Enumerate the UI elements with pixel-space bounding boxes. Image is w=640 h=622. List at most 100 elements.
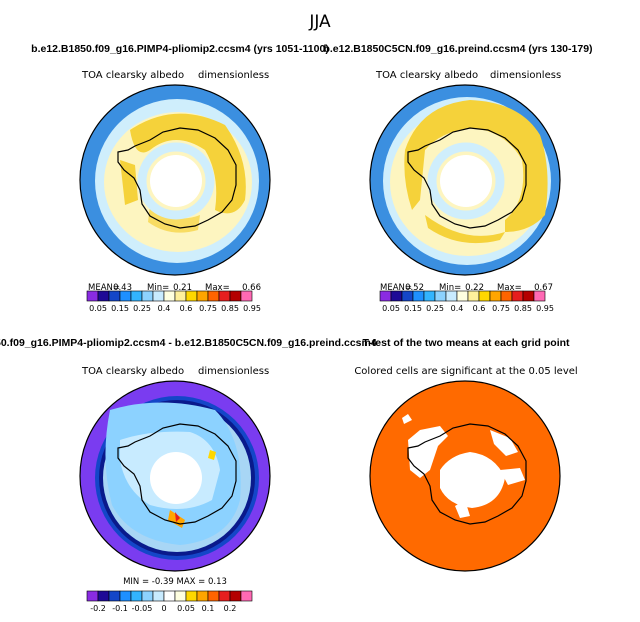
panel-2-colorbar-tick-label: 0.05	[382, 304, 400, 313]
panel-3-colorbar-swatch	[108, 590, 121, 602]
page-title: JJA	[308, 12, 331, 32]
panel-1-colorbar-tick-label: 0.95	[243, 304, 261, 313]
panel-1-colorbar: 0.05 0.15 0.25 0.4 0.6 0.75 0.85 0.95	[86, 290, 261, 313]
panel-2-mean-label: MEAN=	[380, 283, 412, 293]
panel-1-max-value: 0.66	[242, 283, 261, 293]
panel-2-colorbar-swatch	[522, 290, 535, 302]
panel-2-variable-label: TOA clearsky albedo	[375, 70, 478, 81]
panel-2-colorbar-tick-label: 0.95	[536, 304, 554, 313]
panel-2-colorbar-tick-label: 0.85	[514, 304, 532, 313]
panel-1-colorbar-swatch	[196, 290, 209, 302]
panel-1-colorbar-swatch	[86, 290, 99, 302]
panel-3-colorbar-swatch	[152, 590, 165, 602]
panel-3-colorbar-swatch	[163, 590, 176, 602]
panel-3-colorbar-swatch	[196, 590, 209, 602]
panel-1-colorbar-tick-label: 0.6	[180, 304, 193, 313]
panel-2-max-value: 0.67	[534, 283, 553, 293]
panel-3-colorbar-swatch	[218, 590, 231, 602]
panel-1-colorbar-tick-label: 0.05	[89, 304, 107, 313]
panel-2-map	[369, 84, 561, 276]
panel-1-colorbar-swatch	[141, 290, 154, 302]
panel-3-colorbar-swatch	[174, 590, 187, 602]
panel-1-colorbar-swatch	[229, 290, 242, 302]
panel-1-colorbar-swatch	[97, 290, 110, 302]
panel-2-antarctica-coastline	[407, 127, 527, 229]
panel-1-min-value: 0.21	[173, 283, 192, 293]
panel-2-colorbar-swatch	[445, 290, 458, 302]
panel-2-colorbar-swatch	[423, 290, 436, 302]
panel-2-min-label: Min=	[439, 283, 461, 293]
panel-1-colorbar-swatch	[163, 290, 176, 302]
panel-1-units-label: dimensionless	[198, 70, 269, 81]
panel-1-colorbar-tick-label: 0.15	[111, 304, 129, 313]
panel-2-colorbar-swatch	[379, 290, 392, 302]
panel-1-mean-label: MEAN=	[88, 283, 120, 293]
panel-1-stats: MEAN= 0.43 Min= 0.21 Max= 0.66	[88, 283, 261, 293]
panel-1-colorbar-swatch	[218, 290, 231, 302]
panel-3-colorbar: -0.2 -0.1 -0.05 0 0.05 0.1 0.2	[86, 590, 253, 613]
panel-1-max-label: Max=	[205, 283, 230, 293]
panel-2-colorbar-swatch	[467, 290, 480, 302]
panel-1-colorbar-swatch	[152, 290, 165, 302]
panel-2-max-label: Max=	[497, 283, 522, 293]
panel-3-colorbar-swatch	[207, 590, 220, 602]
panel-1-map	[79, 84, 271, 276]
panel-1-mean-value: 0.43	[113, 283, 132, 293]
panel-2-colorbar-swatch	[434, 290, 447, 302]
panel-2-colorbar-swatch	[412, 290, 425, 302]
panel-3-colorbar-tick-label: 0.2	[224, 604, 237, 613]
panel-1-colorbar-swatch	[185, 290, 198, 302]
panel-2-colorbar-swatch	[478, 290, 491, 302]
panel-3-min-max: MIN = -0.39 MAX = 0.13	[123, 577, 227, 587]
panel-2-mean-value: 0.52	[405, 283, 424, 293]
panel-3-colorbar-swatch	[130, 590, 143, 602]
panel-3-colorbar-tick-label: -0.1	[112, 604, 128, 613]
panel-2-units-label: dimensionless	[490, 70, 561, 81]
panel-3-title: 1850.f09_g16.PIMP4-pliomip2.ccsm4 - b.e1…	[0, 337, 377, 349]
panel-1-colorbar-tick-label: 0.4	[158, 304, 171, 313]
panel-1-colorbar-swatch	[130, 290, 143, 302]
panel-3-colorbar-tick-label: 0.1	[202, 604, 215, 613]
panel-2-colorbar-tick-label: 0.75	[492, 304, 510, 313]
panel-4-title: T-test of the two means at each grid poi…	[362, 337, 570, 349]
panel-3-colorbar-swatch	[86, 590, 99, 602]
panel-2-colorbar-swatch	[500, 290, 513, 302]
panel-3-colorbar-swatch	[229, 590, 242, 602]
panel-4-note: Colored cells are significant at the 0.0…	[354, 366, 577, 377]
panel-2-title: b.e12.B1850C5CN.f09_g16.preind.ccsm4 (yr…	[323, 43, 592, 55]
panel-2-colorbar-swatch	[390, 290, 403, 302]
panel-2-colorbar-tick-label: 0.15	[404, 304, 422, 313]
panel-3-variable-label: TOA clearsky albedo	[81, 366, 184, 377]
panel-2-colorbar-swatch	[401, 290, 414, 302]
panel-1-colorbar-swatch	[108, 290, 121, 302]
panel-1-min-label: Min=	[147, 283, 169, 293]
panel-3-colorbar-tick-label: 0	[161, 604, 166, 613]
panel-2-colorbar-tick-label: 0.6	[473, 304, 486, 313]
panel-1-colorbar-tick-label: 0.25	[133, 304, 151, 313]
panel-1-antarctica-coastline	[117, 127, 237, 229]
panel-3-colorbar-swatch	[141, 590, 154, 602]
panel-1-colorbar-swatch	[240, 290, 253, 302]
panel-1-colorbar-swatch	[207, 290, 220, 302]
panel-3-colorbar-tick-label: -0.05	[132, 604, 153, 613]
panel-2-stats: MEAN= 0.52 Min= 0.22 Max= 0.67	[380, 283, 553, 293]
panel-3-antarctica-coastline	[117, 423, 237, 525]
panel-2-colorbar-tick-label: 0.25	[426, 304, 444, 313]
panel-2-colorbar: 0.05 0.15 0.25 0.4 0.6 0.75 0.85 0.95	[379, 290, 554, 313]
panel-1-title: b.e12.B1850.f09_g16.PIMP4-pliomip2.ccsm4…	[31, 43, 329, 55]
panel-1-colorbar-tick-label: 0.75	[199, 304, 217, 313]
panel-1-variable-label: TOA clearsky albedo	[81, 70, 184, 81]
panel-2-colorbar-tick-label: 0.4	[451, 304, 464, 313]
panel-3-map	[79, 380, 271, 572]
panel-2-colorbar-swatch	[456, 290, 469, 302]
panel-2-colorbar-swatch	[489, 290, 502, 302]
panel-3-colorbar-swatch	[185, 590, 198, 602]
panel-1-colorbar-swatch	[174, 290, 187, 302]
panel-3-units-label: dimensionless	[198, 366, 269, 377]
panel-1-colorbar-swatch	[119, 290, 132, 302]
panel-3-colorbar-swatch	[119, 590, 132, 602]
panel-3-colorbar-swatch	[240, 590, 253, 602]
panel-3-colorbar-tick-label: -0.2	[90, 604, 106, 613]
panel-3-colorbar-tick-label: 0.05	[177, 604, 195, 613]
